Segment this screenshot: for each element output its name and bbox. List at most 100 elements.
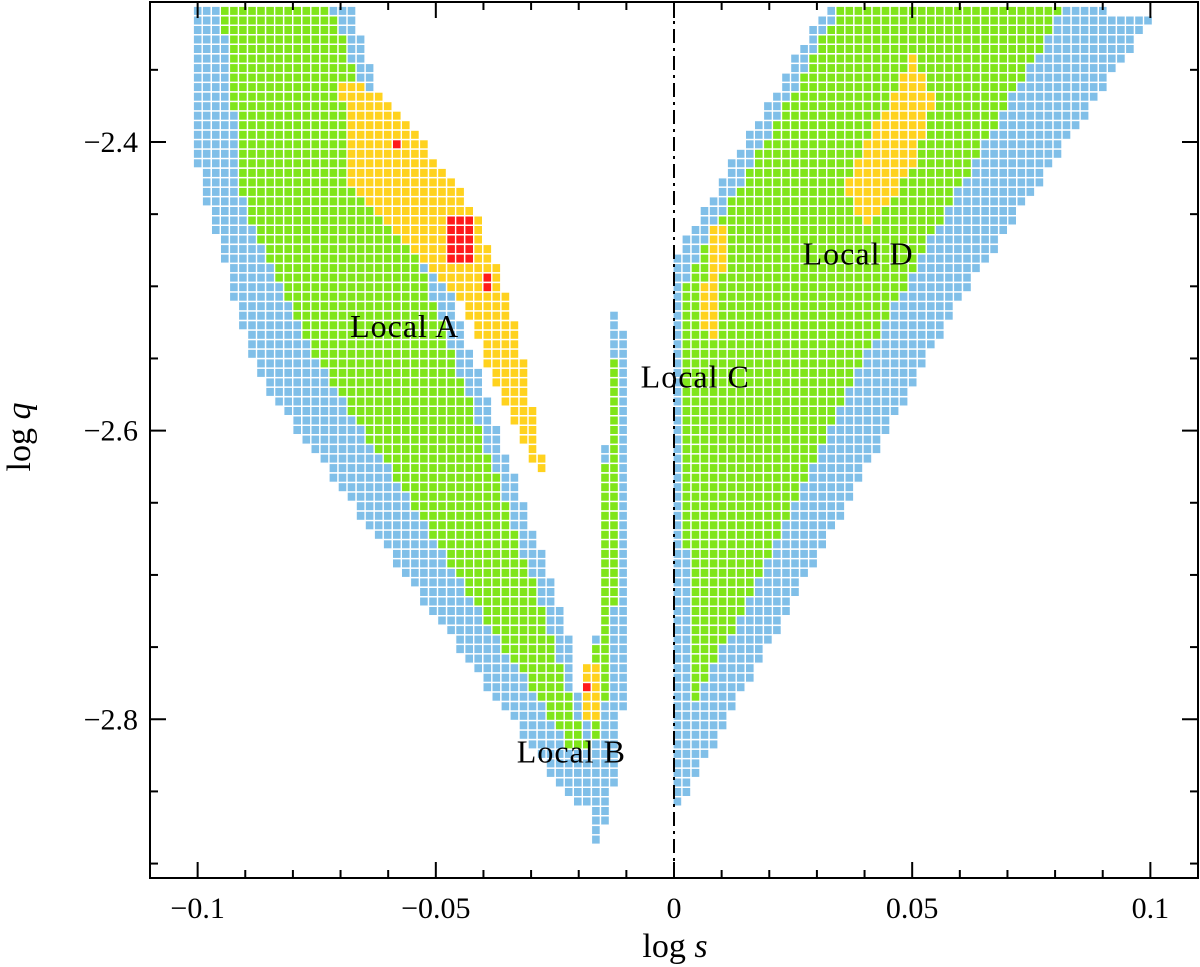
heatmap-cell	[709, 368, 718, 377]
heatmap-cell	[673, 435, 682, 444]
heatmap-cell	[420, 568, 428, 577]
heatmap-cell	[347, 207, 356, 215]
heatmap-cell	[456, 387, 464, 396]
heatmap-cell	[718, 559, 727, 568]
heatmap-cell	[492, 264, 501, 273]
heatmap-cell	[755, 245, 763, 254]
heatmap-cell	[221, 159, 229, 168]
heatmap-cell	[438, 616, 446, 625]
heatmap-cell	[890, 235, 899, 244]
heatmap-cell	[302, 140, 311, 149]
heatmap-cell	[257, 321, 265, 330]
heatmap-cell	[248, 102, 256, 111]
heatmap-cell	[456, 197, 464, 206]
heatmap-cell	[917, 178, 926, 187]
heatmap-cell	[764, 540, 772, 549]
heatmap-cell	[972, 121, 980, 130]
heatmap-cell	[1017, 6, 1026, 15]
heatmap-cell	[465, 473, 473, 482]
heatmap-cell	[682, 673, 691, 682]
heatmap-cell	[528, 407, 537, 415]
heatmap-cell	[248, 130, 256, 139]
heatmap-cell	[347, 464, 356, 473]
heatmap-cell	[393, 130, 401, 139]
heatmap-cell	[202, 159, 211, 168]
heatmap-cell	[727, 397, 736, 406]
heatmap-cell	[917, 35, 926, 44]
heatmap-cell	[193, 73, 202, 82]
heatmap-cell	[266, 273, 274, 282]
heatmap-cell	[483, 330, 492, 339]
heatmap-cell	[917, 26, 926, 34]
heatmap-cell	[420, 416, 428, 425]
heatmap-cell	[311, 92, 320, 101]
heatmap-cell	[492, 645, 501, 654]
heatmap-cell	[673, 673, 682, 682]
heatmap-cell	[320, 207, 329, 215]
heatmap-cell	[963, 111, 971, 120]
heatmap-cell	[338, 349, 347, 358]
heatmap-cell	[963, 178, 971, 187]
heatmap-cell	[393, 359, 401, 368]
heatmap-cell	[709, 664, 718, 673]
heatmap-cell	[872, 159, 881, 168]
heatmap-cell	[456, 292, 464, 301]
heatmap-cell	[1053, 130, 1062, 139]
heatmap-cell	[383, 226, 392, 234]
heatmap-cell	[682, 245, 691, 254]
heatmap-cell	[791, 168, 799, 177]
heatmap-cell	[492, 540, 501, 549]
heatmap-cell	[456, 359, 464, 368]
heatmap-cell	[736, 264, 745, 273]
heatmap-cell	[528, 549, 537, 558]
heatmap-cell	[429, 530, 437, 539]
heatmap-cell	[501, 473, 510, 482]
heatmap-cell	[374, 273, 383, 282]
heatmap-cell	[691, 730, 700, 739]
heatmap-cell	[800, 273, 808, 282]
heatmap-cell	[474, 254, 482, 263]
heatmap-cell	[709, 559, 718, 568]
heatmap-cell	[583, 788, 591, 796]
heatmap-cell	[954, 264, 962, 273]
heatmap-cell	[881, 54, 890, 63]
heatmap-cell	[221, 216, 229, 225]
heatmap-cell	[383, 321, 392, 330]
heatmap-cell	[1108, 16, 1116, 25]
heatmap-cell	[718, 473, 727, 482]
heatmap-cell	[456, 245, 464, 254]
heatmap-cell	[890, 359, 899, 368]
heatmap-cell	[755, 130, 763, 139]
heatmap-cell	[284, 149, 292, 158]
heatmap-cell	[365, 330, 374, 339]
heatmap-cell	[483, 349, 492, 358]
x-axis-label-variable: s	[694, 928, 707, 965]
heatmap-cell	[736, 207, 745, 215]
heatmap-cell	[746, 273, 754, 282]
heatmap-cell	[320, 35, 329, 44]
heatmap-cell	[1008, 159, 1016, 168]
heatmap-cell	[872, 245, 881, 254]
heatmap-cell	[755, 435, 763, 444]
heatmap-cell	[510, 635, 519, 644]
heatmap-cell	[746, 483, 754, 492]
heatmap-cell	[347, 140, 356, 149]
heatmap-cell	[736, 283, 745, 292]
heatmap-cell	[438, 340, 446, 349]
heatmap-cell	[356, 273, 365, 282]
heatmap-cell	[293, 83, 301, 92]
x-tick-label: 0.05	[886, 892, 939, 925]
heatmap-cell	[374, 111, 383, 120]
heatmap-cell	[411, 330, 419, 339]
heatmap-cell	[302, 187, 311, 196]
heatmap-cell	[700, 673, 709, 682]
heatmap-cell	[374, 92, 383, 101]
heatmap-cell	[872, 292, 881, 301]
heatmap-cell	[411, 502, 419, 511]
heatmap-cell	[420, 216, 428, 225]
heatmap-cell	[791, 540, 799, 549]
heatmap-cell	[338, 140, 347, 149]
heatmap-cell	[239, 26, 247, 34]
heatmap-cell	[429, 416, 437, 425]
heatmap-cell	[347, 130, 356, 139]
